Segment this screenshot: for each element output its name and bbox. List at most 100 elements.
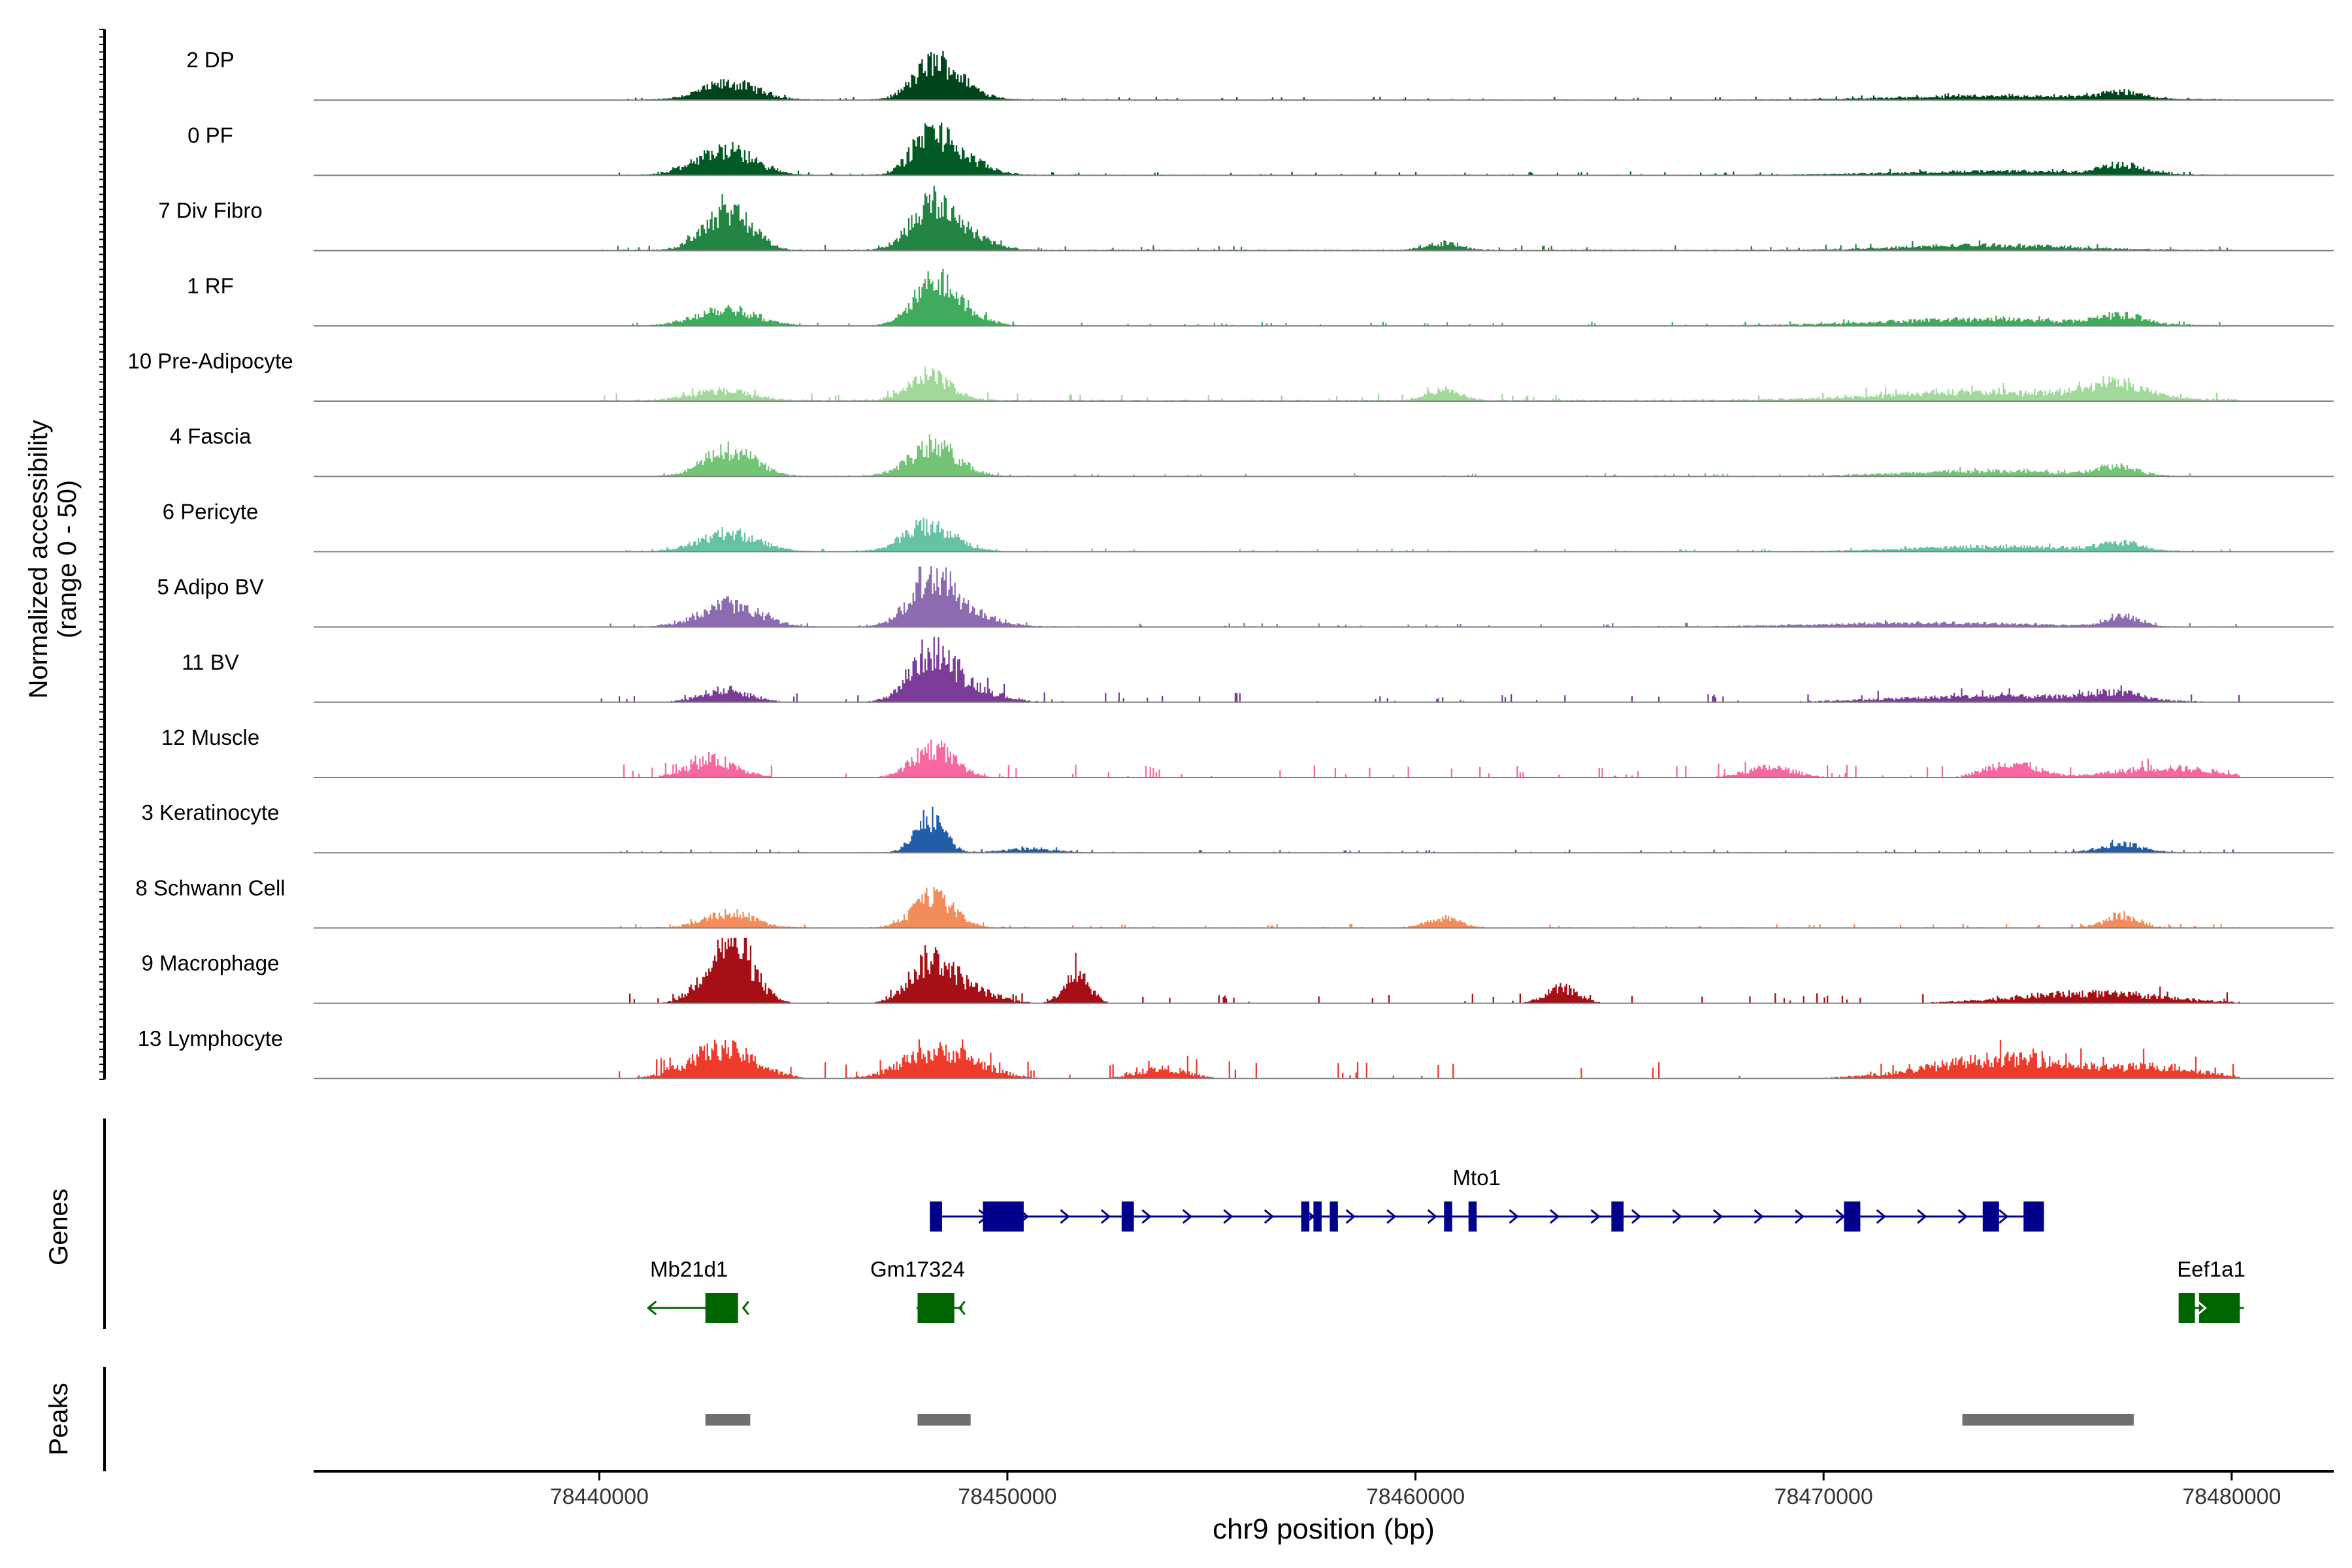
gene-label: Mto1 xyxy=(1453,1166,1501,1190)
track-label: 8 Schwann Cell xyxy=(135,875,285,900)
strand-arrow xyxy=(958,1301,966,1315)
gene-eef1a1: Eef1a1 xyxy=(2177,1257,2246,1323)
strand-arrow xyxy=(1631,1209,1642,1224)
strand-arrow xyxy=(1386,1209,1397,1224)
exon xyxy=(2023,1201,2044,1232)
strand-arrow xyxy=(1305,1209,1315,1224)
peak-region xyxy=(1962,1414,2134,1426)
x-axis-title: chr9 position (bp) xyxy=(1213,1513,1435,1545)
strand-arrow xyxy=(1427,1209,1437,1224)
coverage-area-13-lymphocyte xyxy=(599,1039,2240,1079)
coverage-area-12-muscle xyxy=(599,740,2240,777)
track-label: 2 DP xyxy=(186,48,234,72)
track-label: 1 RF xyxy=(187,274,234,298)
strand-arrow xyxy=(1019,1209,1030,1224)
strand-arrow xyxy=(1794,1209,1805,1224)
exon xyxy=(1121,1201,1134,1232)
track-6-pericyte: 6 Pericyte xyxy=(163,499,2334,553)
exon xyxy=(1982,1201,1999,1232)
track-10-pre-adipocyte: 10 Pre-Adipocyte xyxy=(127,349,2334,402)
track-0-pf: 0 PF xyxy=(188,122,2334,176)
track-4-fascia: 4 Fascia xyxy=(170,424,2334,478)
track-9-macrophage: 9 Macrophage xyxy=(142,938,2334,1004)
gene-label: Gm17324 xyxy=(870,1257,965,1281)
strand-arrow xyxy=(1712,1209,1723,1224)
peak-track xyxy=(705,1414,2134,1426)
coverage-area-2-dp xyxy=(599,51,2240,101)
gene-mto1: Mto1 xyxy=(930,1166,2044,1232)
track-label: 13 Lymphocyte xyxy=(138,1026,284,1051)
strand-arrow xyxy=(1590,1209,1601,1224)
strand-arrow xyxy=(916,1300,926,1316)
track-11-bv: 11 BV xyxy=(182,636,2334,703)
track-label: 11 BV xyxy=(182,650,238,674)
strand-arrow xyxy=(646,1300,657,1316)
strand-arrow xyxy=(1672,1209,1682,1224)
exon xyxy=(1611,1201,1624,1232)
strand-arrow xyxy=(1754,1209,1764,1224)
strand-arrow xyxy=(1182,1209,1193,1224)
track-7-div-fibro: 7 Div Fibro xyxy=(158,186,2334,252)
strand-arrow xyxy=(1835,1209,1846,1224)
coverage-area-0-pf xyxy=(599,122,2240,176)
x-tick-label: 78480000 xyxy=(2182,1484,2281,1509)
strand-arrow xyxy=(1100,1209,1111,1224)
track-13-lymphocyte: 13 Lymphocyte xyxy=(138,1026,2334,1079)
exon xyxy=(917,1293,955,1323)
exon xyxy=(1468,1201,1477,1232)
track-label: 7 Div Fibro xyxy=(158,199,263,223)
track-label: 3 Keratinocyte xyxy=(142,800,280,825)
track-2-dp: 2 DP xyxy=(186,48,2334,101)
coverage-area-9-macrophage xyxy=(599,938,2240,1004)
exon xyxy=(2178,1293,2195,1323)
track-label: 0 PF xyxy=(188,123,233,147)
coverage-area-11-bv xyxy=(599,636,2240,702)
strand-arrow xyxy=(1345,1209,1356,1224)
strand-arrow xyxy=(1264,1209,1275,1224)
gene-gm17324: Gm17324 xyxy=(870,1257,966,1323)
exon xyxy=(1301,1201,1310,1232)
exon xyxy=(1444,1201,1452,1232)
peak-region xyxy=(917,1414,971,1426)
coverage-area-4-fascia xyxy=(599,434,2240,477)
strand-arrow xyxy=(1957,1209,1968,1224)
gene-label: Mb21d1 xyxy=(650,1257,728,1281)
track-label: 6 Pericyte xyxy=(163,499,259,523)
track-8-schwann-cell: 8 Schwann Cell xyxy=(135,875,2334,929)
strand-arrow xyxy=(1549,1209,1560,1224)
exon xyxy=(1330,1201,1338,1232)
strand-arrow xyxy=(742,1301,749,1315)
coverage-area-8-schwann-cell xyxy=(599,887,2240,928)
coverage-area-10-pre-adipocyte xyxy=(599,367,2240,401)
gene-mb21d1: Mb21d1 xyxy=(646,1257,749,1323)
genes-track-title: Genes xyxy=(44,1188,73,1266)
coverage-tracks: 2 DP 0 PF 7 Div Fibro 1 RF 10 Pre-Adipocyte 4… xyxy=(127,48,2334,1079)
track-label: 12 Muscle xyxy=(161,725,259,749)
track-label: 9 Macrophage xyxy=(142,951,280,975)
exon xyxy=(705,1293,738,1323)
track-1-rf: 1 RF xyxy=(187,269,2334,327)
strand-arrow xyxy=(2197,1300,2207,1316)
coverage-area-5-adipo-bv xyxy=(599,566,2240,627)
strand-arrow xyxy=(1223,1209,1233,1224)
strand-arrow xyxy=(1876,1209,1886,1224)
exon xyxy=(1313,1201,1322,1232)
strand-arrow xyxy=(1917,1209,1927,1224)
track-5-adipo-bv: 5 Adipo BV xyxy=(157,566,2334,628)
exon xyxy=(983,1201,1024,1232)
track-label: 10 Pre-Adipocyte xyxy=(127,349,293,373)
x-tick-label: 78470000 xyxy=(1774,1484,1873,1509)
y-axis-title-line2: (range 0 - 50) xyxy=(53,480,82,638)
coverage-area-7-div-fibro xyxy=(599,186,2240,251)
x-tick-label: 78450000 xyxy=(958,1484,1056,1509)
peaks-track-title: Peaks xyxy=(44,1382,73,1455)
coverage-area-6-pericyte xyxy=(599,517,2240,552)
strand-arrow xyxy=(1509,1209,1519,1224)
strand-arrow xyxy=(1999,1209,2009,1224)
strand-arrow xyxy=(978,1209,988,1224)
coverage-area-3-keratinocyte xyxy=(599,806,2240,853)
track-label: 5 Adipo BV xyxy=(157,575,263,599)
track-3-keratinocyte: 3 Keratinocyte xyxy=(142,800,2334,854)
axes: 78440000 78450000 78460000 78470000 78480000 xyxy=(99,29,2334,1509)
